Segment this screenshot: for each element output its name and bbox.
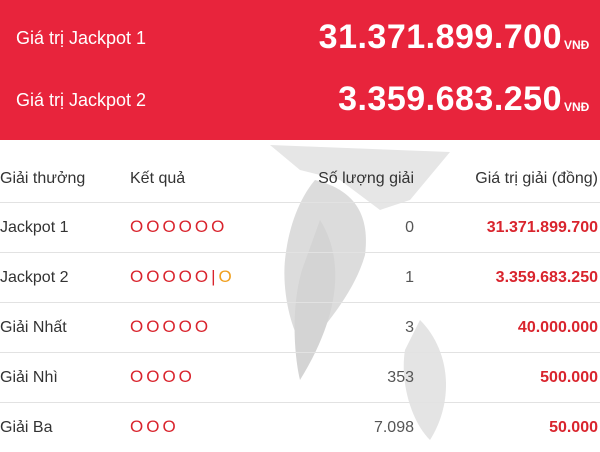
header-prize-tier: Giải thưởng: [0, 170, 86, 187]
jackpot1-unit: VNĐ: [564, 38, 590, 52]
winner-count: 353: [387, 369, 414, 386]
prize-value: 40.000.000: [517, 319, 598, 336]
result-circles: OOOOOO: [130, 217, 228, 236]
jackpot2-value: 3.359.683.250: [338, 80, 562, 118]
result-circles: OOO: [130, 417, 179, 436]
jackpot2-unit: VNĐ: [564, 100, 590, 114]
jackpot1-label: Giá trị Jackpot 1: [16, 28, 147, 48]
winner-count: 1: [405, 269, 414, 286]
jackpot2-row: Giá trị Jackpot 2 3.359.683.250 VNĐ: [0, 70, 600, 130]
winner-count: 3: [405, 319, 414, 336]
winner-count: 0: [405, 219, 414, 236]
prize-tier-name: Jackpot 2: [0, 269, 69, 286]
prize-tier-name: Giải Nhì: [0, 369, 58, 386]
table-row: Giải Ba OOO 7.098 50.000: [0, 403, 600, 452]
jackpot1-value: 31.371.899.700: [318, 18, 562, 56]
winner-count: 7.098: [373, 419, 414, 436]
prize-tier-name: Giải Ba: [0, 419, 53, 436]
jackpot1-row: Giá trị Jackpot 1 31.371.899.700 VNĐ: [0, 8, 600, 68]
table-row: Giải Nhì OOOO 353 500.000: [0, 353, 600, 403]
result-circles: OOOOO: [130, 317, 212, 336]
header-result: Kết quả: [130, 170, 186, 187]
table-row: Jackpot 1 OOOOOO 0 31.371.899.700: [0, 203, 600, 253]
header-winner-count: Số lượng giải: [318, 170, 414, 187]
prize-tier-name: Jackpot 1: [0, 219, 69, 236]
table-row: Jackpot 2 OOOOO|O 1 3.359.683.250: [0, 253, 600, 303]
jackpot2-label: Giá trị Jackpot 2: [16, 90, 147, 110]
table-header: Giải thưởng Kết quả Số lượng giải Giá tr…: [0, 140, 600, 203]
result-circles: OOOOO|O: [130, 267, 235, 286]
table-row: Giải Nhất OOOOO 3 40.000.000: [0, 303, 600, 353]
header-prize-value: Giá trị giải (đồng): [475, 170, 598, 187]
prize-value: 3.359.683.250: [495, 269, 598, 286]
prize-tier-name: Giải Nhất: [0, 319, 67, 336]
prize-value: 500.000: [540, 369, 598, 386]
watermark-logo-icon: [270, 145, 450, 440]
jackpot-banner: Giá trị Jackpot 1 31.371.899.700 VNĐ Giá…: [0, 0, 600, 140]
prize-value: 31.371.899.700: [486, 219, 598, 236]
prize-value: 50.000: [549, 419, 598, 436]
result-circles: OOOO: [130, 367, 195, 386]
